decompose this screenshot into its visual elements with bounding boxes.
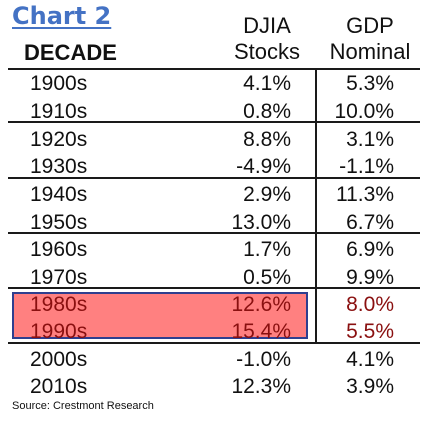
decade-label: 2010s: [30, 375, 88, 398]
djia-value: 2.9%: [243, 183, 291, 206]
header-rule: [8, 68, 420, 70]
source-note: Source: Crestmont Research: [12, 400, 154, 412]
decade-label: 1990s: [30, 320, 88, 343]
decade-label: 1950s: [30, 211, 88, 234]
group-rule: [8, 342, 420, 344]
gdp-value: 6.7%: [346, 211, 394, 234]
decade-label: 2000s: [30, 348, 88, 371]
djia-value: -4.9%: [236, 155, 291, 178]
decade-label: 1980s: [30, 293, 88, 316]
group-rule: [8, 232, 420, 234]
decade-label: 1940s: [30, 183, 88, 206]
djia-value: 12.6%: [231, 293, 291, 316]
gdp-value: 8.0%: [346, 293, 394, 316]
gdp-value: 3.9%: [346, 375, 394, 398]
group-rule: [8, 121, 420, 123]
header-decade: DECADE: [24, 40, 117, 65]
group-rule: [8, 177, 420, 179]
decade-label: 1920s: [30, 128, 88, 151]
header-stocks: Stocks: [233, 39, 301, 64]
column-separator: [315, 177, 317, 233]
djia-value: 12.3%: [231, 375, 291, 398]
gdp-value: -1.1%: [339, 155, 394, 178]
gdp-value: 5.3%: [346, 72, 394, 95]
column-separator: [315, 68, 317, 122]
djia-value: 0.5%: [243, 266, 291, 289]
header-djia: DJIA: [243, 13, 291, 38]
gdp-value: 9.9%: [346, 266, 394, 289]
gdp-value: 11.3%: [336, 183, 394, 206]
gdp-value: 10.0%: [334, 100, 394, 123]
chart-title: Chart 2: [12, 2, 112, 30]
gdp-value: 4.1%: [346, 348, 394, 371]
djia-value: 15.4%: [231, 320, 291, 343]
column-separator: [315, 232, 317, 288]
header-gdp: GDP: [346, 13, 394, 38]
djia-value: 1.7%: [243, 238, 291, 261]
decade-label: 1960s: [30, 238, 88, 261]
decade-label: 1930s: [30, 155, 88, 178]
decade-label: 1910s: [30, 100, 88, 123]
djia-value: -1.0%: [236, 348, 291, 371]
header-nominal: Nominal: [329, 39, 411, 64]
decade-label: 1970s: [30, 266, 88, 289]
decade-label: 1900s: [30, 72, 88, 95]
djia-value: 4.1%: [243, 72, 291, 95]
highlight-box: [12, 292, 308, 339]
gdp-value: 5.5%: [346, 320, 394, 343]
gdp-value: 6.9%: [346, 238, 394, 261]
column-separator: [315, 287, 317, 343]
column-separator: [315, 121, 317, 178]
djia-value: 13.0%: [231, 211, 291, 234]
djia-value: 8.8%: [243, 128, 291, 151]
gdp-value: 3.1%: [346, 128, 394, 151]
group-rule: [8, 287, 420, 289]
djia-value: 0.8%: [243, 100, 291, 123]
